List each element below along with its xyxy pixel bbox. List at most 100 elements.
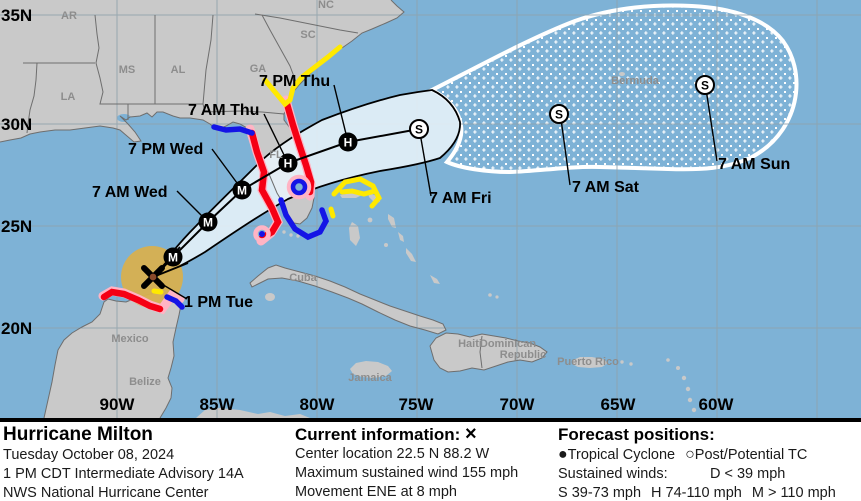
label-haiti: Haiti bbox=[458, 338, 482, 350]
antilles-8 bbox=[691, 407, 697, 413]
label-leader-lines bbox=[154, 84, 718, 300]
label-louisiana: LA bbox=[61, 91, 76, 103]
advisory-info-panel: Hurricane Milton Tuesday October 08, 202… bbox=[0, 418, 861, 501]
key-2 bbox=[289, 233, 293, 237]
isle-of-youth bbox=[265, 293, 275, 301]
cuba bbox=[250, 265, 446, 334]
antilles-2 bbox=[629, 362, 633, 366]
intensity-letter: S bbox=[701, 79, 709, 93]
label-mexico: Mexico bbox=[111, 333, 149, 345]
wind-category-d: D < 39 mph bbox=[710, 466, 786, 482]
sustained-winds-row: Sustained winds: D < 39 mph bbox=[558, 465, 858, 484]
legend-symbols-row: ●Tropical Cyclone ○Post/Potential TC bbox=[558, 445, 858, 465]
forecast-point-3: H bbox=[278, 153, 298, 173]
wind-category-h: H 74-110 mph bbox=[651, 485, 742, 501]
current-position-marker bbox=[141, 265, 165, 289]
forecast-point-2: M bbox=[232, 180, 252, 200]
lat-20n: 20N bbox=[1, 319, 32, 338]
label-7pm-thu: 7 PM Thu bbox=[259, 73, 330, 90]
ts-watch-segments bbox=[151, 44, 382, 295]
label-south-carolina: SC bbox=[300, 29, 315, 41]
antilles-4 bbox=[676, 366, 680, 370]
lon-65w: 65W bbox=[601, 395, 637, 414]
agency-name: NWS National Hurricane Center bbox=[3, 485, 209, 501]
key-3 bbox=[296, 234, 300, 238]
antilles-3 bbox=[666, 358, 670, 362]
puerto-rico bbox=[572, 357, 608, 368]
intensity-letter: S bbox=[415, 123, 423, 137]
movement: Movement ENE at 8 mph bbox=[295, 484, 457, 500]
intensity-letter: M bbox=[168, 251, 178, 265]
state-border-tx-la bbox=[26, 62, 38, 134]
label-bermuda: Bermuda bbox=[611, 75, 660, 87]
label-7pm-wed: 7 PM Wed bbox=[128, 141, 203, 158]
cat-island bbox=[398, 232, 404, 242]
turks-1 bbox=[488, 293, 492, 297]
wind-category-m: M > 110 mph bbox=[751, 485, 836, 501]
antilles-7 bbox=[687, 397, 693, 403]
lon-80w: 80W bbox=[300, 395, 336, 414]
current-info-heading: Current information: × bbox=[295, 424, 518, 445]
max-sustained-wind: Maximum sustained wind 155 mph bbox=[295, 465, 519, 481]
label-cuba: Cuba bbox=[289, 272, 317, 284]
wind-category-s: S 39-73 mph bbox=[558, 485, 642, 501]
intensity-letter: M bbox=[237, 184, 247, 198]
label-georgia: GA bbox=[250, 63, 267, 75]
label-7am-fri: 7 AM Fri bbox=[429, 190, 492, 207]
post-potential-circle-icon: ○ bbox=[685, 446, 695, 463]
lon-60w: 60W bbox=[699, 395, 735, 414]
axis-labels: 35N 30N 25N 20N 90W 85W 80W 75W 70W 65W … bbox=[1, 6, 734, 414]
label-republic: Republic bbox=[500, 349, 546, 361]
current-info-heading-text: Current information: bbox=[295, 425, 461, 444]
label-puerto-rico: Puerto Rico bbox=[557, 356, 619, 368]
antilles-5 bbox=[681, 375, 687, 381]
label-7am-sat: 7 AM Sat bbox=[572, 179, 640, 196]
hurricane-warning-segments bbox=[100, 100, 315, 313]
map-canvas: M M M H H S S bbox=[0, 0, 861, 418]
lon-90w: 90W bbox=[100, 395, 136, 414]
label-mississippi: MS bbox=[119, 64, 136, 76]
geo-labels: AR LA MS AL GA SC NC FL Mexico Belize Cu… bbox=[61, 0, 660, 388]
state-border-nc-sc bbox=[254, 13, 359, 34]
forecast-point-5: S bbox=[409, 119, 429, 139]
label-current-time: 1 PM Tue bbox=[184, 294, 253, 311]
state-border-ga-sc bbox=[261, 14, 297, 83]
label-dominican: Dominican bbox=[480, 338, 537, 350]
jamaica bbox=[350, 361, 392, 378]
center-location: Center location 22.5 N 88.2 W bbox=[295, 446, 490, 462]
state-border-al-ga bbox=[202, 14, 214, 105]
turks-2 bbox=[495, 295, 499, 299]
lon-85w: 85W bbox=[200, 395, 236, 414]
key-1 bbox=[282, 230, 286, 234]
acklins bbox=[430, 275, 440, 284]
mexico-yucatan bbox=[44, 293, 181, 418]
lon-70w: 70W bbox=[500, 395, 536, 414]
label-belize: Belize bbox=[129, 376, 161, 388]
forecast-positions-legend: Forecast positions: ●Tropical Cyclone ○Po… bbox=[558, 424, 858, 501]
label-7am-thu: 7 AM Thu bbox=[188, 102, 259, 119]
advisory-date: Tuesday October 08, 2024 bbox=[3, 447, 175, 463]
long-island bbox=[406, 248, 416, 262]
advisory-number: 1 PM CDT Intermediate Advisory 14A bbox=[3, 466, 244, 482]
forecast-point-4: H bbox=[338, 132, 358, 152]
sustained-winds-label: Sustained winds: bbox=[558, 466, 668, 482]
forecast-point-0: M bbox=[163, 247, 183, 267]
new-providence bbox=[367, 217, 373, 223]
post-potential-label: Post/Potential TC bbox=[694, 447, 808, 463]
forecast-point-7: S bbox=[695, 75, 715, 95]
intensity-letter: S bbox=[555, 108, 563, 122]
label-7am-sun: 7 AM Sun bbox=[718, 156, 790, 173]
label-north-carolina: NC bbox=[318, 0, 334, 11]
legend-heading: Forecast positions: bbox=[558, 425, 715, 444]
time-labels: 1 PM Tue 7 AM Wed 7 PM Wed 7 AM Thu 7 PM… bbox=[92, 73, 790, 311]
lat-35n: 35N bbox=[1, 6, 32, 25]
lon-75w: 75W bbox=[399, 395, 435, 414]
tropical-cyclone-label: Tropical Cyclone bbox=[567, 447, 676, 463]
label-jamaica: Jamaica bbox=[348, 372, 392, 384]
storm-name: Hurricane Milton bbox=[3, 424, 153, 445]
current-information-block: Current information: × Center location 2… bbox=[295, 424, 518, 501]
intensity-letter: H bbox=[284, 157, 293, 171]
intensity-letter: H bbox=[344, 136, 353, 150]
forecast-point-1: M bbox=[198, 212, 218, 232]
